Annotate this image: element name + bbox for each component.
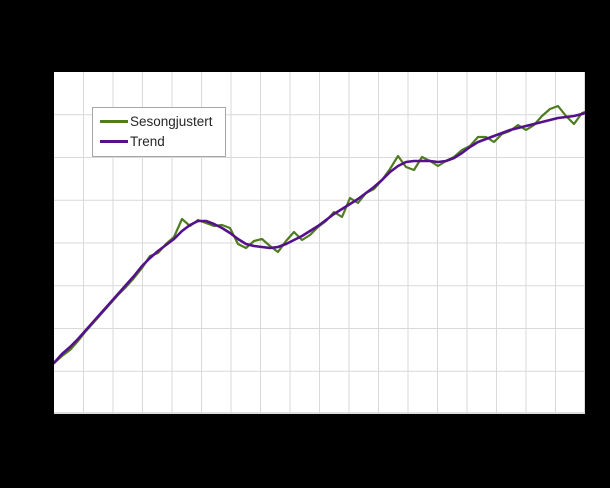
legend-item-sesongjustert[interactable]: Sesongjustert	[100, 113, 213, 130]
gridlines	[54, 72, 585, 414]
legend-line-swatch-purple-icon	[100, 140, 128, 143]
plot-area: Sesongjustert Trend	[54, 72, 585, 414]
legend-label-sesongjustert: Sesongjustert	[130, 114, 213, 129]
legend-line-swatch-green-icon	[100, 120, 128, 123]
line-chart-canvas	[54, 72, 585, 414]
legend-label-trend: Trend	[130, 134, 165, 149]
legend-item-trend[interactable]: Trend	[100, 133, 213, 150]
series-line-trend	[54, 111, 585, 365]
chart-legend: Sesongjustert Trend	[92, 107, 226, 157]
